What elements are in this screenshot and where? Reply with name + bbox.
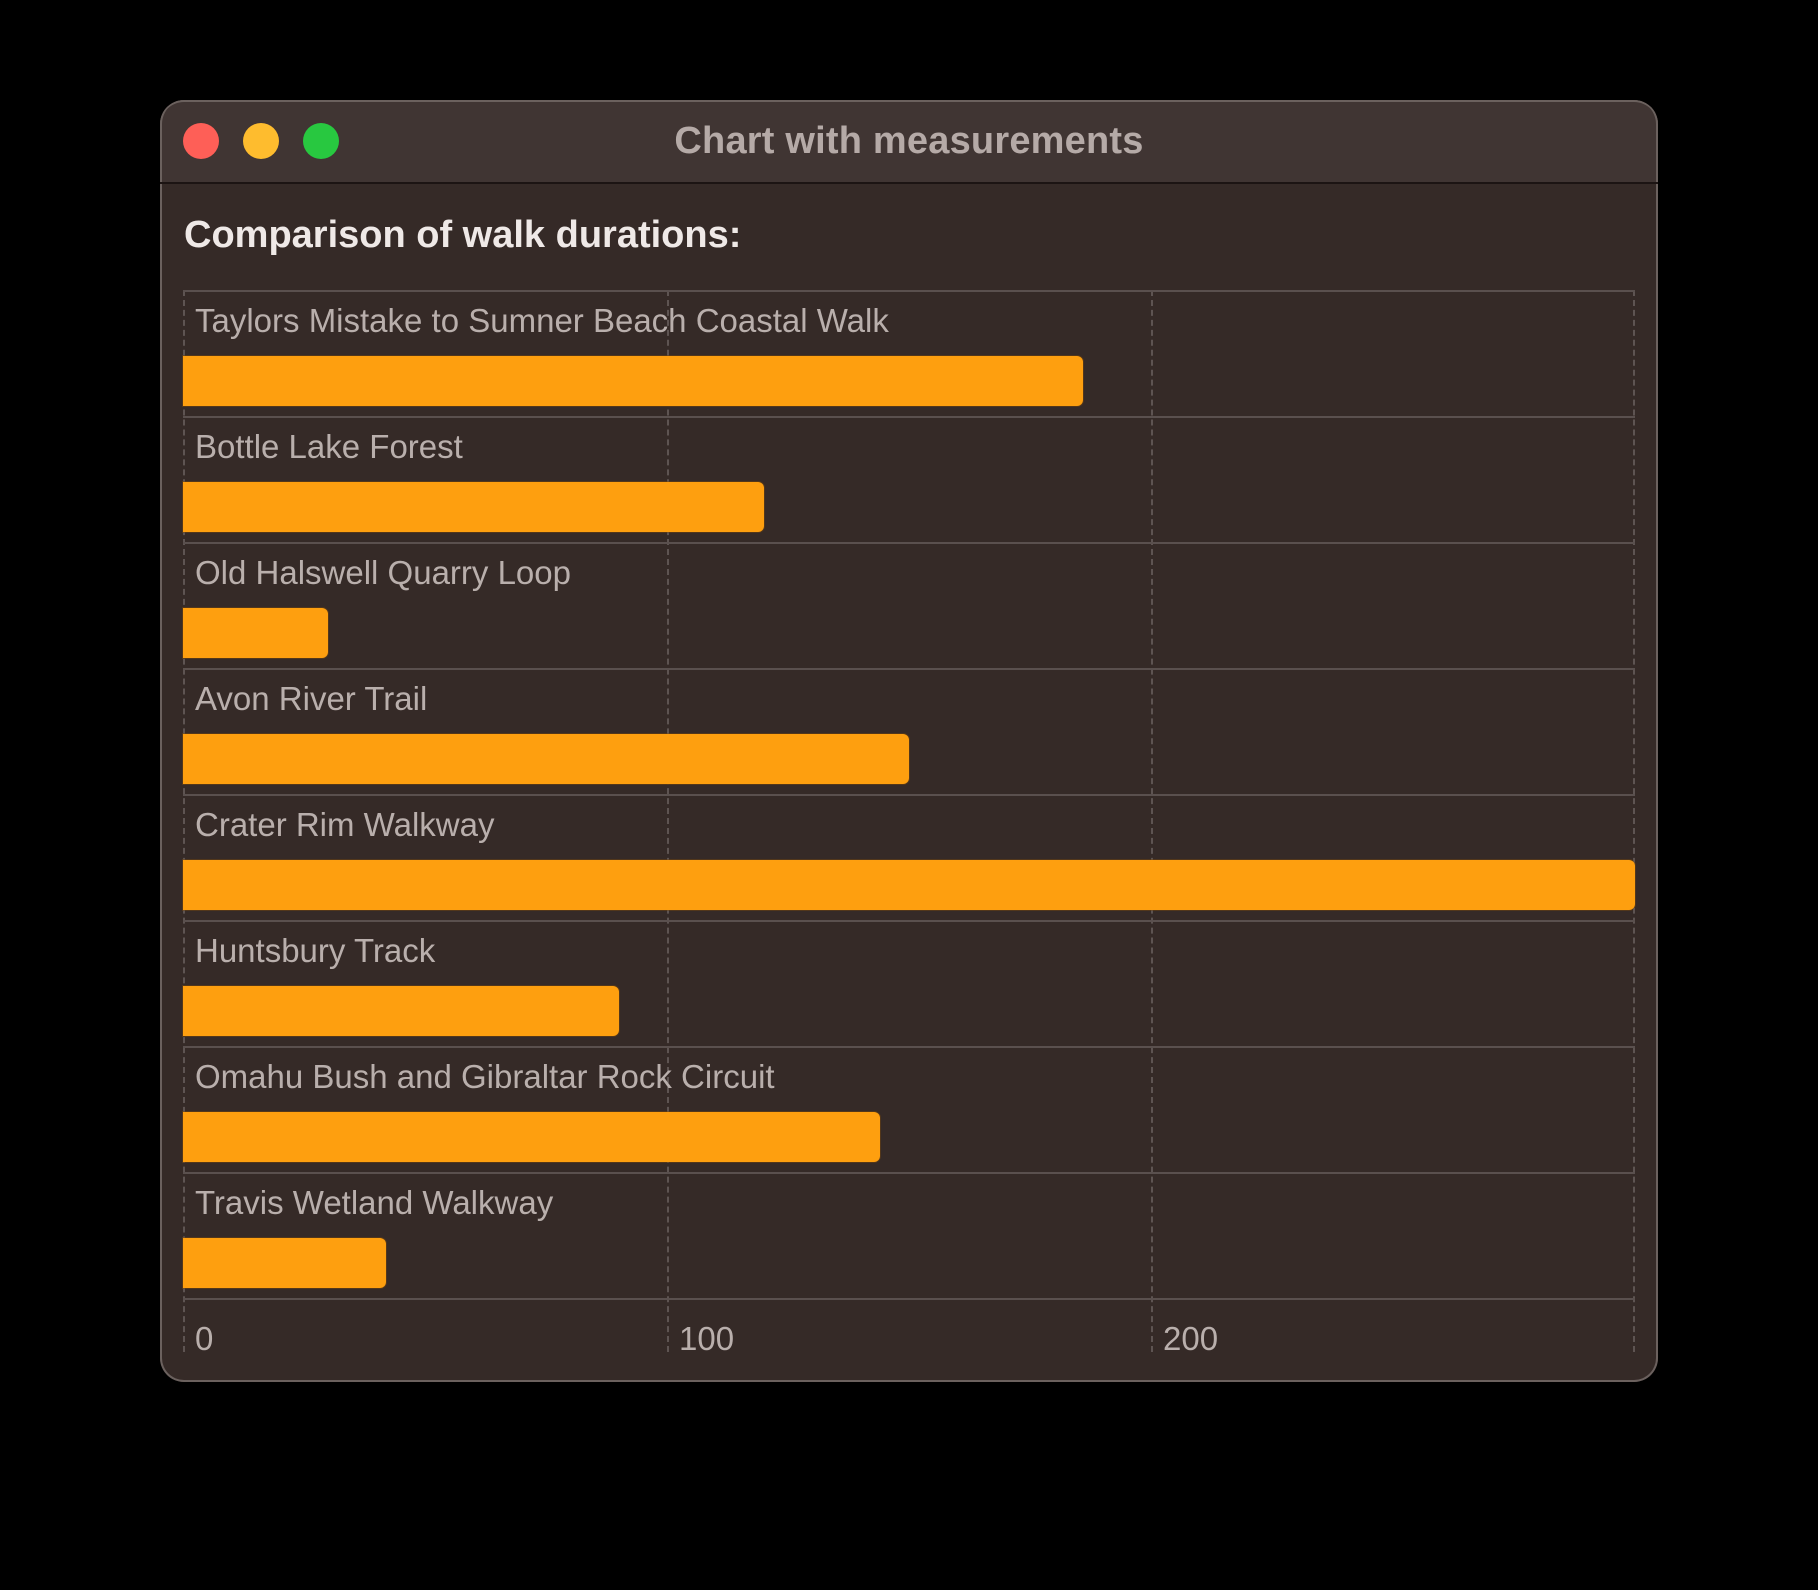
row-divider xyxy=(183,668,1635,670)
close-button[interactable] xyxy=(183,123,219,159)
row-divider xyxy=(183,290,1635,292)
chart-heading: Comparison of walk durations: xyxy=(184,214,742,256)
chart-row: Travis Wetland Walkway xyxy=(183,1172,1635,1298)
gridline-200 xyxy=(1151,290,1153,1352)
x-tick-label: 200 xyxy=(1163,1320,1219,1357)
chart-row: Taylors Mistake to Sumner Beach Coastal … xyxy=(183,290,1635,416)
row-label: Huntsbury Track xyxy=(195,932,436,969)
bar xyxy=(183,860,1635,910)
chart-row: Omahu Bush and Gibraltar Rock Circuit xyxy=(183,1046,1635,1172)
row-label: Omahu Bush and Gibraltar Rock Circuit xyxy=(195,1058,775,1095)
gridline-100 xyxy=(667,290,669,1352)
x-tick-label: 0 xyxy=(195,1320,214,1357)
gridline-300 xyxy=(1633,290,1635,1352)
bar xyxy=(183,608,328,658)
row-divider xyxy=(183,794,1635,796)
row-divider xyxy=(183,920,1635,922)
bar xyxy=(183,1238,386,1288)
chart-row: Crater Rim Walkway xyxy=(183,794,1635,920)
row-divider xyxy=(183,1172,1635,1174)
bar xyxy=(183,482,764,532)
row-label: Crater Rim Walkway xyxy=(195,806,495,843)
row-label: Taylors Mistake to Sumner Beach Coastal … xyxy=(195,302,889,339)
bar xyxy=(183,734,909,784)
gridline-0 xyxy=(183,290,185,1352)
row-label: Travis Wetland Walkway xyxy=(195,1184,554,1221)
window-title: Chart with measurements xyxy=(674,120,1144,162)
bar xyxy=(183,1112,880,1162)
chart-row: Old Halswell Quarry Loop xyxy=(183,542,1635,668)
row-divider xyxy=(183,416,1635,418)
minimize-button[interactable] xyxy=(243,123,279,159)
row-divider xyxy=(183,542,1635,544)
row-label: Avon River Trail xyxy=(195,680,428,717)
row-label: Old Halswell Quarry Loop xyxy=(195,554,571,591)
row-label: Bottle Lake Forest xyxy=(195,428,463,465)
chart-row: Huntsbury Track xyxy=(183,920,1635,1046)
title-bar[interactable]: Chart with measurements xyxy=(160,100,1658,184)
chart-row: Bottle Lake Forest xyxy=(183,416,1635,542)
bar-chart: Taylors Mistake to Sumner Beach Coastal … xyxy=(183,290,1635,1357)
x-axis-line xyxy=(183,1298,1635,1300)
app-window: Chart with measurements Comparison of wa… xyxy=(160,100,1658,1382)
chart-row: Avon River Trail xyxy=(183,668,1635,794)
bar xyxy=(183,356,1083,406)
x-tick-label: 100 xyxy=(679,1320,735,1357)
bar xyxy=(183,986,619,1036)
row-divider xyxy=(183,1046,1635,1048)
zoom-button[interactable] xyxy=(303,123,339,159)
